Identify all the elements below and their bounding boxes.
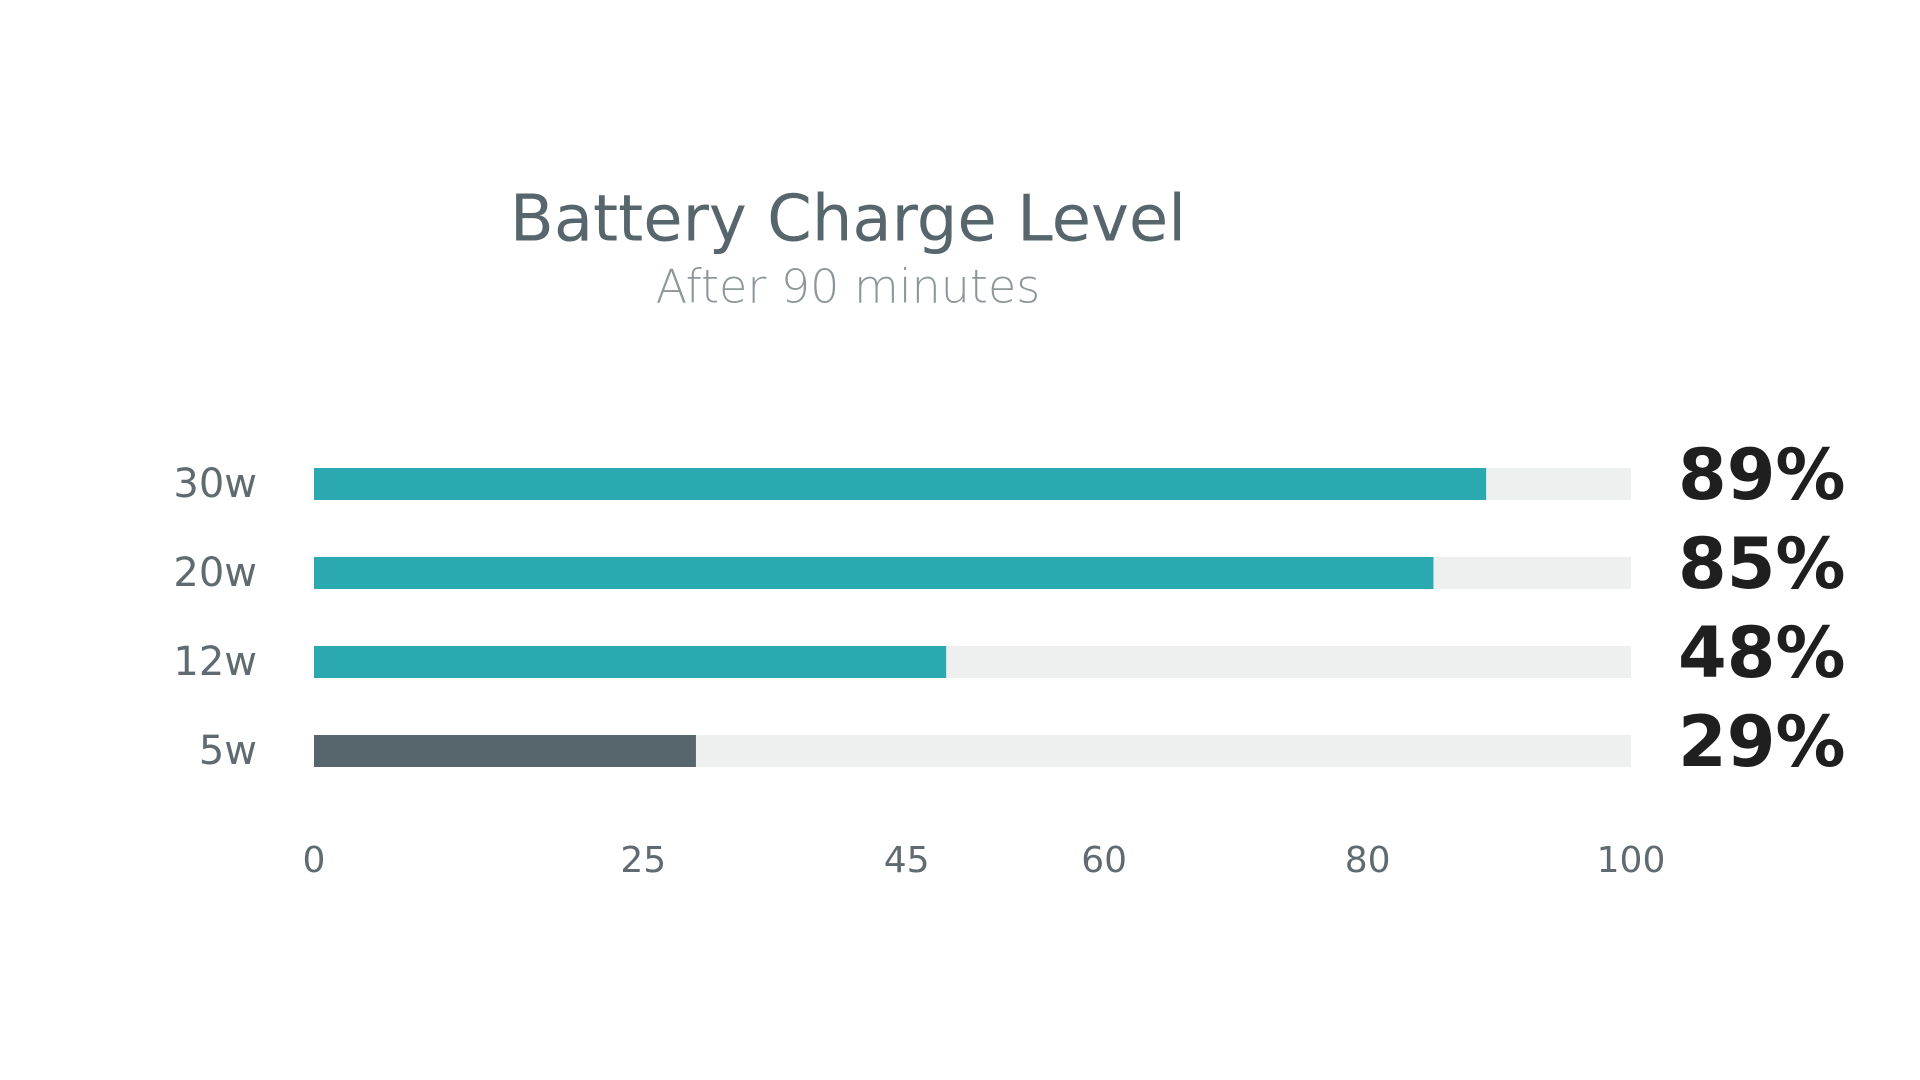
x-tick-label: 0 <box>303 840 326 881</box>
chart-subtitle: After 90 minutes <box>656 260 1040 314</box>
chart-title: Battery Charge Level <box>510 183 1186 257</box>
y-tick-label: 20w <box>173 550 257 596</box>
bar <box>314 468 1487 500</box>
bar <box>314 646 947 678</box>
y-tick-label: 30w <box>173 461 257 507</box>
value-label: 85% <box>1678 523 1846 605</box>
y-tick-label: 5w <box>199 728 257 774</box>
x-tick-label: 60 <box>1081 840 1127 881</box>
y-tick-label: 12w <box>173 639 257 685</box>
x-tick-label: 80 <box>1345 840 1391 881</box>
x-tick-label: 25 <box>620 840 666 881</box>
bar <box>314 557 1434 589</box>
bar <box>314 735 696 767</box>
value-label: 89% <box>1678 434 1846 516</box>
x-tick-label: 45 <box>884 840 930 881</box>
value-label: 29% <box>1678 701 1846 783</box>
x-tick-label: 100 <box>1597 840 1666 881</box>
value-label: 48% <box>1678 612 1846 694</box>
